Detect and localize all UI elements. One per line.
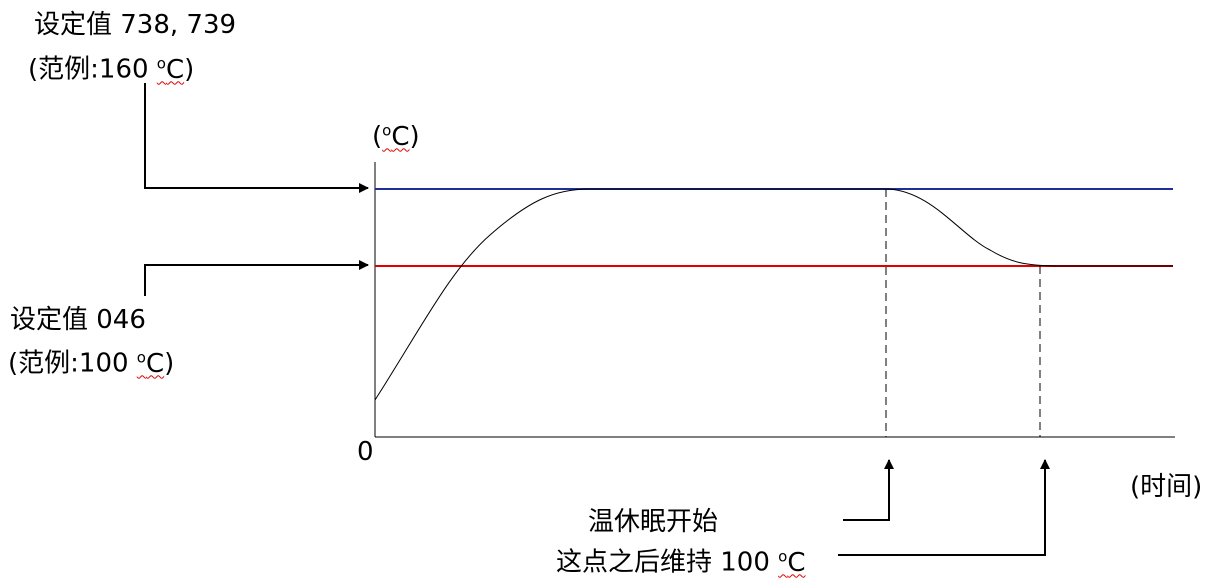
upper-setpoint-callout-arrow	[144, 83, 369, 193]
x-axis-time-label: (时间)	[1130, 472, 1203, 502]
maintain-unit: C	[787, 547, 806, 578]
lower-setpoint-example: (范例:100 oC)	[8, 342, 174, 379]
upper-setpoint-example-prefix: (范例:160	[28, 54, 157, 85]
lower-setpoint-unit: C	[145, 348, 165, 379]
lower-setpoint-example-suffix: )	[164, 348, 175, 379]
maintain-annotation-prefix: 这点之后维持 100	[556, 547, 779, 578]
y-axis-label-open: (	[372, 121, 383, 152]
y-axis-unit: C	[391, 121, 410, 152]
maintain-temperature-annotation: 这点之后维持 100 oC	[556, 541, 806, 578]
y-axis-degree-sup: o	[382, 121, 392, 139]
upper-setpoint-unit: C	[165, 54, 185, 85]
upper-setpoint-example-suffix: )	[184, 54, 195, 85]
maintain-degree-sup: o	[778, 547, 788, 565]
upper-setpoint-title: 设定值 738, 739	[34, 10, 237, 40]
upper-setpoint-example: (范例:160 oC)	[28, 48, 194, 85]
lower-setpoint-title: 设定值 046	[10, 305, 146, 335]
maintain-callout-arrow	[838, 459, 1050, 556]
temperature-curve	[374, 188, 1173, 401]
sleep-start-callout-arrow	[843, 459, 894, 521]
origin-label: 0	[357, 437, 374, 467]
y-axis-label-close: )	[409, 121, 420, 152]
sleep-start-annotation: 温休眠开始	[588, 507, 719, 537]
lower-setpoint-example-prefix: (范例:100	[8, 348, 137, 379]
lower-setpoint-degree-sup: o	[136, 348, 146, 366]
upper-setpoint-degree-sup: o	[156, 54, 166, 72]
y-axis-unit-label: (oC)	[372, 115, 420, 152]
